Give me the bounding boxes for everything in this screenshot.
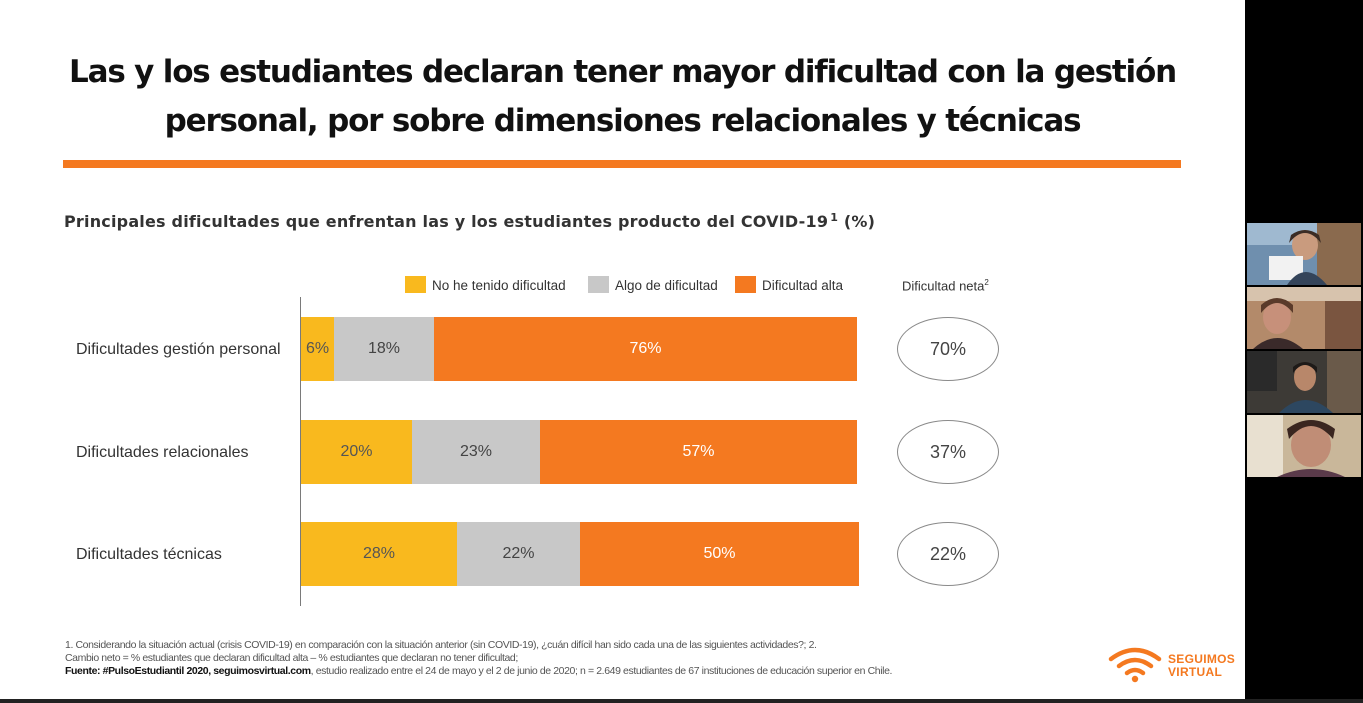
bar-value-label: 23% [459,443,493,460]
bar-value-label: 57% [682,443,715,460]
net-difficulty-badge: 70% [897,317,999,381]
logo-line-1: SEGUIMOS [1168,652,1236,666]
bar-value-label: 6% [305,340,330,357]
footnotes: 1. Considerando la situación actual (cri… [65,639,892,678]
seguimos-virtual-logo: SEGUIMOS VIRTUAL [1107,644,1235,684]
slide-title: Las y los estudiantes declaran tener may… [40,48,1205,146]
participant-4-image [1247,415,1361,477]
footnote-1: 1. Considerando la situación actual (cri… [65,639,817,651]
wifi-icon [1108,647,1162,683]
logo-text: SEGUIMOS VIRTUAL [1168,653,1235,679]
source-bold: Fuente: #PulsoEstudiantil 2020, seguimos… [65,665,311,677]
category-label: Dificultades gestión personal [76,341,281,358]
subtitle-text: Principales dificultades que enfrentan l… [64,212,829,231]
chart-axis-line [300,297,301,606]
participant-video-2[interactable] [1247,287,1361,349]
participant-1-image [1247,223,1361,285]
participant-video-1[interactable] [1247,223,1361,285]
bar-segment-some-difficulty: 23% [412,420,540,484]
bar-segment-no-difficulty: 20% [301,420,412,484]
bar-value-label: 28% [362,545,396,562]
category-label: Dificultades relacionales [76,444,249,461]
net-difficulty-value: 37% [929,441,967,462]
bar-segment-no-difficulty: 28% [301,522,457,586]
net-difficulty-value: 70% [929,338,967,359]
participant-3-image [1247,351,1361,413]
legend-label: No he tenido dificultad [432,278,566,293]
legend-swatch [588,276,609,293]
bar-value-label: 50% [703,545,736,562]
subtitle-footnote-mark: 1 [830,211,839,224]
bar-segment-high-difficulty: 76% [434,317,857,381]
bar-value-label: 20% [340,443,373,460]
legend-label: Algo de dificultad [615,278,718,293]
participant-video-3[interactable] [1247,351,1361,413]
bar-value-label: 76% [629,340,662,357]
net-header-text: Dificultad neta [902,278,985,294]
net-difficulty-badge: 22% [897,522,999,586]
logo-line-2: VIRTUAL [1168,665,1223,679]
title-line-2: personal, por sobre dimensiones relacion… [164,103,1082,139]
net-difficulty-header: Dificultad neta2 [902,278,989,293]
source-line: Fuente: #PulsoEstudiantil 2020, seguimos… [65,665,892,678]
title-line-1: Las y los estudiantes declaran tener may… [69,54,1177,90]
chart-subtitle: Principales dificultades que enfrentan l… [64,211,875,231]
bar-segment-high-difficulty: 57% [540,420,857,484]
title-divider [63,160,1181,168]
net-difficulty-badge: 37% [897,420,999,484]
footnote-2: Cambio neto = % estudiantes que declaran… [65,652,518,664]
bar-segment-high-difficulty: 50% [580,522,859,586]
source-rest: , estudio realizado entre el 24 de mayo … [310,665,893,677]
bar-value-label: 18% [367,340,401,357]
legend-swatch [405,276,426,293]
presentation-slide: Las y los estudiantes declaran tener may… [0,0,1245,699]
legend-label: Dificultad alta [762,278,844,293]
net-difficulty-value: 22% [929,543,967,564]
bar-value-label: 22% [502,545,535,562]
bar-segment-some-difficulty: 18% [334,317,434,381]
bar-segment-no-difficulty: 6% [301,317,334,381]
category-label: Dificultades técnicas [76,546,222,563]
participant-2-image [1247,287,1361,349]
net-header-footnote-mark: 2 [984,278,989,287]
subtitle-unit: (%) [843,212,876,231]
screen-bottom-edge [0,699,1363,703]
bar-segment-some-difficulty: 22% [457,522,580,586]
legend-swatch [735,276,756,293]
participant-video-4[interactable] [1247,415,1361,477]
